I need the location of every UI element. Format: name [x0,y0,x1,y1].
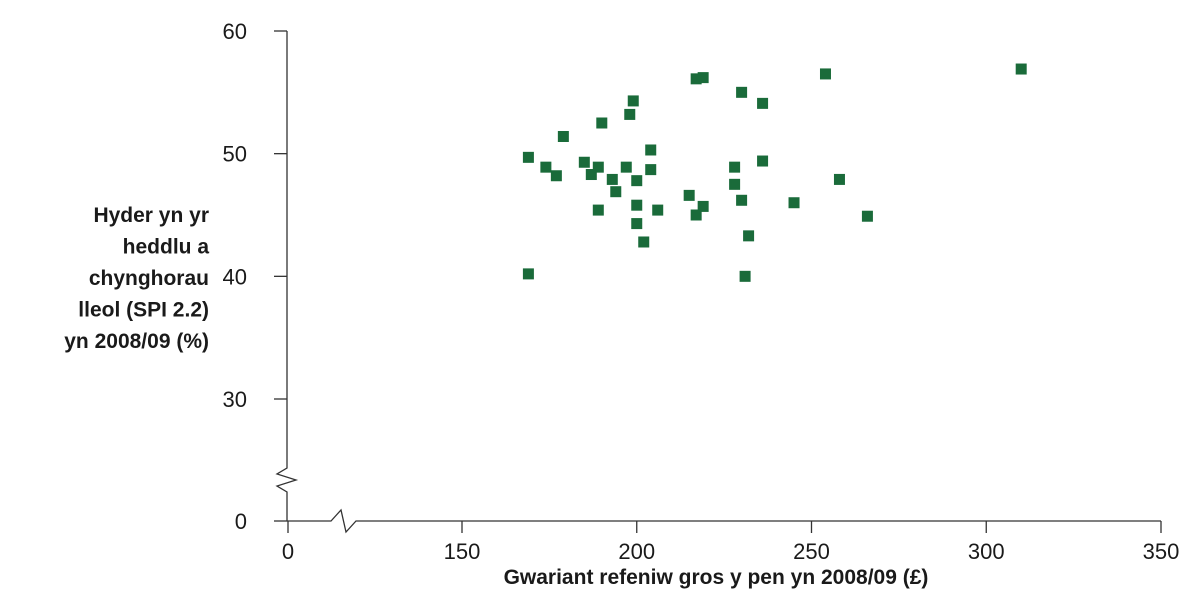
y-tick-label: 40 [223,264,247,289]
data-point [739,270,751,282]
data-point [645,164,657,176]
data-point [757,97,769,109]
y-tick-label: 50 [223,142,247,167]
data-point [788,197,800,209]
data-point [610,186,622,198]
x-tick-label: 250 [793,539,830,564]
data-point [578,156,590,168]
data-point [631,199,643,211]
x-tick-label: 0 [282,539,294,564]
data-point [624,108,636,120]
data-point [683,189,695,201]
data-point [550,170,562,182]
data-point [743,230,755,242]
data-point [627,95,639,107]
x-axis-line [287,508,1161,534]
data-point [833,173,845,185]
data-point [620,161,632,173]
data-point [729,161,741,173]
y-axis-title-line: chynghorau [89,267,209,290]
data-point [585,169,597,181]
y-tick-label: 0 [235,509,247,534]
data-point [522,268,534,280]
data-point [690,209,702,221]
x-tick-label: 150 [444,539,481,564]
data-point [697,72,709,84]
y-axis-title-line: Hyder yn yr [93,204,209,227]
x-tick-label: 350 [1143,539,1180,564]
data-point [592,204,604,216]
y-tick-label: 30 [223,387,247,412]
x-tick-label: 200 [618,539,655,564]
data-point [638,236,650,248]
data-point [596,117,608,129]
data-point [522,151,534,163]
data-point [645,144,657,156]
data-point [1015,63,1027,75]
data-point [606,173,618,185]
data-points [522,63,1027,282]
y-axis-title-line: yn 2008/09 (%) [64,330,209,353]
data-point [819,68,831,80]
x-tick-label: 300 [968,539,1005,564]
y-axis-line [275,31,299,521]
data-point [736,86,748,98]
axes [275,31,1161,534]
x-axis-title: Gwariant refeniw gros y pen yn 2008/09 (… [504,566,929,589]
data-point [557,130,569,142]
y-axis-title: Hyder yn yr heddlu a chynghorau lleol (SPI … [64,204,209,353]
data-point [631,175,643,187]
data-point [690,73,702,85]
data-point [861,210,873,222]
y-axis-title-line: lleol (SPI 2.2) [78,299,209,322]
data-point [631,218,643,230]
data-point [757,155,769,167]
data-point [736,194,748,206]
data-point [652,204,664,216]
data-point [540,161,552,173]
data-point [729,178,741,190]
data-point [592,161,604,173]
y-axis-title-line: heddlu a [123,236,210,259]
ticks: 0 30 40 50 60 0 150 200 250 300 350 [223,19,1180,564]
data-point [697,200,709,212]
y-tick-label: 60 [223,19,247,44]
